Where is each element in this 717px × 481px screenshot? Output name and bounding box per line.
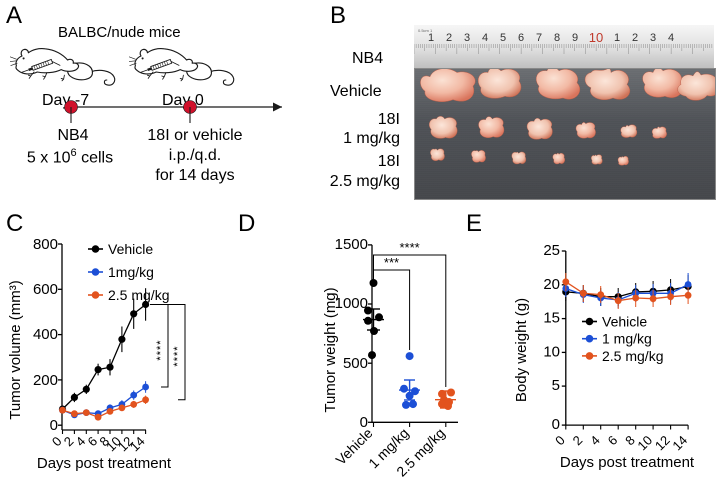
svg-text:4: 4 [668,32,674,44]
svg-text:2: 2 [446,32,452,44]
svg-text:15: 15 [543,310,560,327]
svg-text:2: 2 [570,433,586,449]
svg-text:500: 500 [343,355,368,372]
svg-text:6: 6 [605,433,621,449]
svg-text:7: 7 [536,32,542,44]
svg-text:400: 400 [33,326,58,343]
svg-text:Vehicle: Vehicle [602,314,647,330]
svg-text:20: 20 [543,276,560,293]
svg-text:Tumor volume (mm³): Tumor volume (mm³) [7,280,24,419]
svg-text:****: **** [172,345,184,366]
svg-text:***: *** [384,255,399,270]
svg-text:0: 0 [50,417,58,434]
svg-text:600: 600 [33,281,58,298]
svg-text:Body weight (g): Body weight (g) [513,298,530,402]
svg-text:800: 800 [33,236,58,253]
svg-text:0: 0 [552,433,568,449]
svg-text:1 mg/kg: 1 mg/kg [602,331,652,347]
svg-text:Tumor weight (mg): Tumor weight (mg) [322,287,339,412]
svg-text:9: 9 [572,32,578,44]
svg-text:2.5 mg/kg: 2.5 mg/kg [602,348,663,364]
svg-text:14: 14 [669,433,690,454]
svg-text:10: 10 [543,343,560,360]
svg-text:3: 3 [650,32,656,44]
svg-text:****: **** [399,240,419,255]
svg-text:Days post treatment: Days post treatment [560,454,695,471]
svg-text:1: 1 [614,32,620,44]
svg-text:****: **** [155,339,167,360]
svg-text:2: 2 [632,32,638,44]
svg-text:2.5 mg/kg: 2.5 mg/kg [108,287,169,303]
svg-text:Days post treatment: Days post treatment [37,455,172,472]
svg-text:5: 5 [500,32,506,44]
svg-text:4: 4 [482,32,488,44]
svg-text:1mg/kg: 1mg/kg [108,264,154,280]
svg-text:5: 5 [552,377,560,394]
svg-text:3: 3 [464,32,470,44]
svg-text:Vehicle: Vehicle [108,241,153,257]
svg-text:4: 4 [587,433,603,449]
svg-text:25: 25 [543,242,560,259]
svg-text:200: 200 [33,372,58,389]
svg-text:14: 14 [127,434,148,455]
svg-text:8: 8 [554,32,560,44]
svg-text:6: 6 [518,32,524,44]
svg-text:0: 0 [552,416,560,433]
svg-text:10: 10 [589,30,603,45]
svg-text:1500: 1500 [335,236,368,253]
svg-text:1000: 1000 [335,295,368,312]
svg-text:1: 1 [428,32,434,44]
